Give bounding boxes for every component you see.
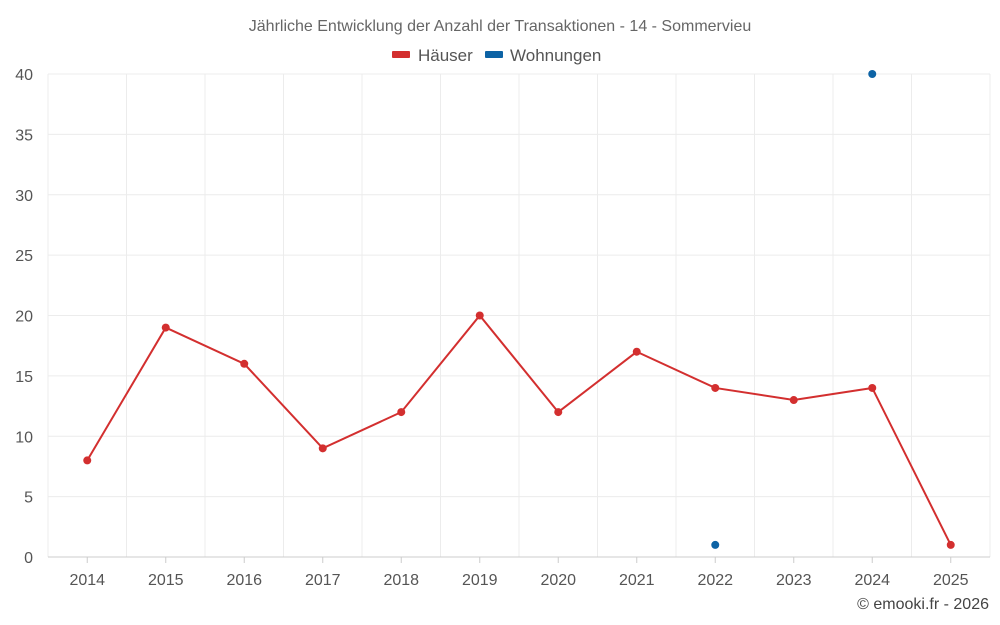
data-point-h-user[interactable] (554, 408, 563, 417)
y-tick-label: 10 (15, 429, 33, 446)
x-tick-label: 2024 (854, 572, 890, 589)
y-tick-label: 15 (15, 369, 33, 386)
chart-title: Jährliche Entwicklung der Anzahl der Tra… (249, 18, 751, 35)
data-point-h-user[interactable] (318, 444, 327, 453)
x-tick-label: 2021 (619, 572, 655, 589)
y-tick-label: 0 (24, 550, 33, 567)
x-tick-label: 2025 (933, 572, 969, 589)
x-tick-label: 2017 (305, 572, 341, 589)
legend-label: Wohnungen (510, 46, 601, 65)
x-tick-label: 2018 (383, 572, 419, 589)
legend-label: Häuser (418, 46, 473, 65)
legend-swatch (485, 51, 503, 58)
data-point-h-user[interactable] (711, 383, 720, 392)
data-point-h-user[interactable] (83, 456, 92, 465)
x-tick-label: 2016 (226, 572, 262, 589)
data-point-h-user[interactable] (240, 359, 249, 368)
y-tick-label: 20 (15, 309, 33, 326)
legend-swatch (392, 51, 410, 58)
credit-text: © emooki.fr - 2026 (857, 596, 989, 613)
legend-item[interactable]: Wohnungen (485, 46, 601, 65)
x-tick-label: 2023 (776, 572, 812, 589)
data-point-h-user[interactable] (946, 540, 955, 549)
legend-item[interactable]: Häuser (392, 46, 473, 65)
data-point-h-user[interactable] (397, 408, 406, 417)
data-point-h-user[interactable] (868, 383, 877, 392)
y-tick-label: 40 (15, 67, 33, 84)
x-tick-label: 2015 (148, 572, 184, 589)
data-point-h-user[interactable] (475, 311, 484, 320)
x-tick-label: 2020 (540, 572, 576, 589)
data-point-h-user[interactable] (161, 323, 170, 332)
data-point-h-user[interactable] (789, 396, 798, 405)
x-tick-label: 2014 (69, 572, 105, 589)
x-tick-label: 2022 (697, 572, 733, 589)
y-tick-label: 35 (15, 127, 33, 144)
x-tick-label: 2019 (462, 572, 498, 589)
data-point-wohnungen[interactable] (868, 70, 877, 78)
data-point-wohnungen[interactable] (711, 540, 720, 549)
y-tick-label: 5 (24, 490, 33, 507)
legend[interactable]: Häuser Wohnungen (392, 46, 601, 65)
y-tick-label: 30 (15, 188, 33, 205)
series-line-h-user (86, 313, 952, 546)
y-tick-label: 25 (15, 248, 33, 265)
data-point-h-user[interactable] (632, 347, 641, 356)
grid (47, 73, 991, 558)
plot-area (83, 70, 955, 549)
